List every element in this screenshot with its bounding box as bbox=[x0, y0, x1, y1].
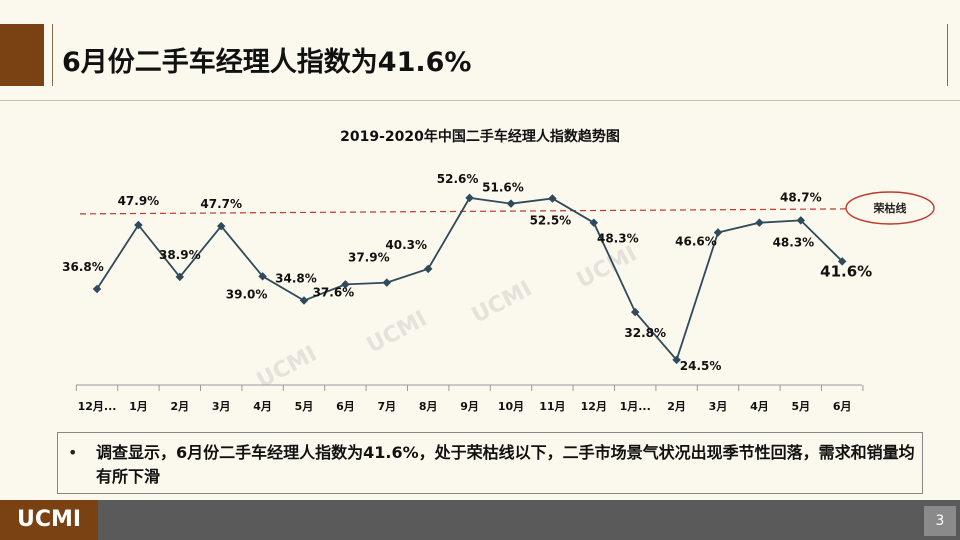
x-tick-label: 12月 bbox=[581, 400, 607, 413]
data-label: 41.6% bbox=[820, 262, 872, 280]
data-label: 39.0% bbox=[226, 287, 268, 301]
data-point bbox=[382, 278, 392, 287]
data-label: 48.7% bbox=[780, 190, 822, 204]
data-point bbox=[216, 221, 226, 231]
x-tick-label: 6月 bbox=[336, 400, 355, 413]
line-chart: 荣枯线 36.8% 47.9% 38.9% 47.7% 39.0% 34.8%37.6% 3… bbox=[62, 172, 935, 413]
data-label: 37.6% bbox=[313, 285, 355, 299]
data-point bbox=[423, 264, 433, 274]
data-point bbox=[134, 220, 143, 230]
ucmi-logo: UCMI bbox=[0, 500, 98, 540]
data-label: 40.3% bbox=[385, 238, 427, 252]
data-point bbox=[755, 218, 764, 227]
data-point bbox=[548, 194, 557, 203]
data-label: 47.7% bbox=[200, 197, 242, 211]
summary-box: • 调查显示，6月份二手车经理人指数为41.6%，处于荣枯线以下，二手市场景气状… bbox=[57, 432, 923, 494]
x-tick-label: 4月 bbox=[253, 400, 272, 413]
x-tick-label: 6月 bbox=[833, 400, 852, 413]
x-tick-label: 8月 bbox=[419, 400, 438, 413]
data-point bbox=[506, 199, 516, 208]
data-label: 48.3% bbox=[773, 236, 815, 250]
data-label: 36.8% bbox=[62, 260, 104, 274]
data-label: 52.5% bbox=[530, 213, 572, 227]
x-tick-label: 3月 bbox=[709, 400, 728, 413]
data-label: 47.9% bbox=[118, 194, 160, 208]
x-tick-label: 1月... bbox=[620, 400, 651, 413]
data-point bbox=[465, 193, 474, 203]
reference-line bbox=[79, 208, 849, 215]
summary-text: 调查显示，6月份二手车经理人指数为41.6%，处于荣枯线以下，二手市场景气状况出… bbox=[96, 443, 915, 486]
x-tick-label: 12月... bbox=[78, 400, 117, 413]
bullet-icon: • bbox=[68, 443, 78, 462]
footer-bar bbox=[0, 500, 960, 540]
data-point bbox=[175, 272, 185, 282]
title-underline bbox=[0, 100, 960, 101]
data-label: 24.5% bbox=[680, 359, 722, 373]
title-divider-left bbox=[52, 24, 53, 86]
data-point bbox=[837, 257, 847, 266]
data-point bbox=[299, 296, 309, 305]
data-label: 37.9% bbox=[348, 251, 390, 265]
chart-title: 2019-2020年中国二手车经理人指数趋势图 bbox=[340, 129, 620, 145]
slide-title: 6月份二手车经理人指数为41.6% bbox=[62, 47, 472, 78]
x-tick-label: 5月 bbox=[791, 400, 810, 413]
data-point bbox=[672, 355, 681, 365]
data-point bbox=[589, 218, 599, 227]
x-tick-label: 5月 bbox=[295, 400, 314, 413]
x-tick-label: 3月 bbox=[212, 400, 231, 413]
x-tick-label: 7月 bbox=[377, 400, 396, 413]
x-tick-label: 2月 bbox=[170, 400, 189, 413]
data-label: 38.9% bbox=[159, 248, 201, 262]
x-tick-label: 1月 bbox=[129, 400, 148, 413]
data-label: 46.6% bbox=[675, 234, 717, 248]
x-tick-label: 9月 bbox=[460, 400, 479, 413]
reference-label-ellipse bbox=[845, 191, 935, 225]
data-point bbox=[630, 307, 640, 317]
data-label: 34.8% bbox=[275, 272, 317, 286]
title-divider-right bbox=[947, 24, 948, 86]
data-label: 32.8% bbox=[624, 326, 666, 340]
x-tick-label: 2月 bbox=[667, 400, 686, 413]
data-point bbox=[92, 284, 102, 294]
data-label: 51.6% bbox=[482, 181, 524, 195]
data-point bbox=[258, 272, 267, 281]
data-label: 48.3% bbox=[597, 232, 639, 246]
data-point bbox=[341, 280, 350, 289]
data-label: 52.6% bbox=[437, 172, 479, 186]
x-tick-label: 11月 bbox=[539, 400, 565, 413]
page-number: 3 bbox=[924, 506, 956, 536]
series-line bbox=[96, 196, 843, 362]
x-tick-label: 10月 bbox=[498, 400, 524, 413]
title-accent-bar bbox=[0, 24, 44, 86]
x-tick-label: 4月 bbox=[750, 400, 769, 413]
reference-line-label: 荣枯线 bbox=[873, 201, 907, 215]
